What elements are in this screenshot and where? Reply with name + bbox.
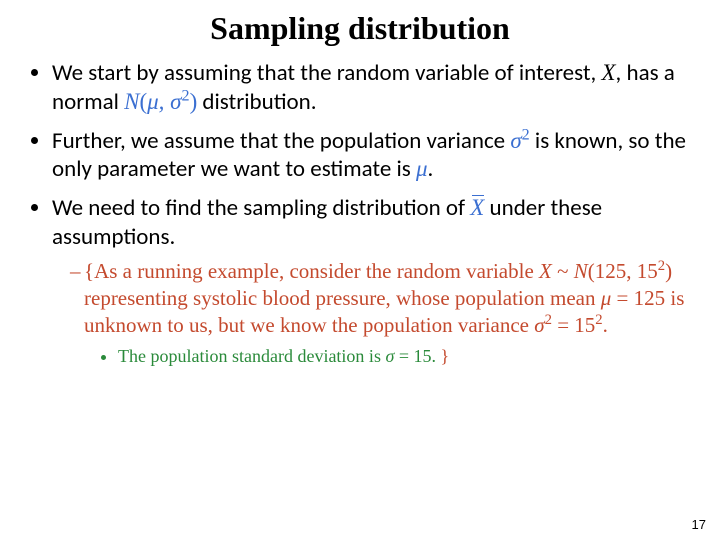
bullet-item: We need to find the sampling distributio… xyxy=(52,194,690,369)
bullet-item: {As a running example, consider the rand… xyxy=(70,258,690,369)
slide: Sampling distribution We start by assumi… xyxy=(0,0,720,540)
bullet-item: The population standard deviation is σ =… xyxy=(118,345,690,368)
slide-title: Sampling distribution xyxy=(30,10,690,47)
bullet-list: We start by assuming that the random var… xyxy=(52,59,690,369)
bullet-item: We start by assuming that the random var… xyxy=(52,59,690,117)
sub-list: {As a running example, consider the rand… xyxy=(70,258,690,369)
page-number: 17 xyxy=(692,517,706,532)
bullet-item: Further, we assume that the population v… xyxy=(52,127,690,185)
sub-list: The population standard deviation is σ =… xyxy=(118,345,690,368)
